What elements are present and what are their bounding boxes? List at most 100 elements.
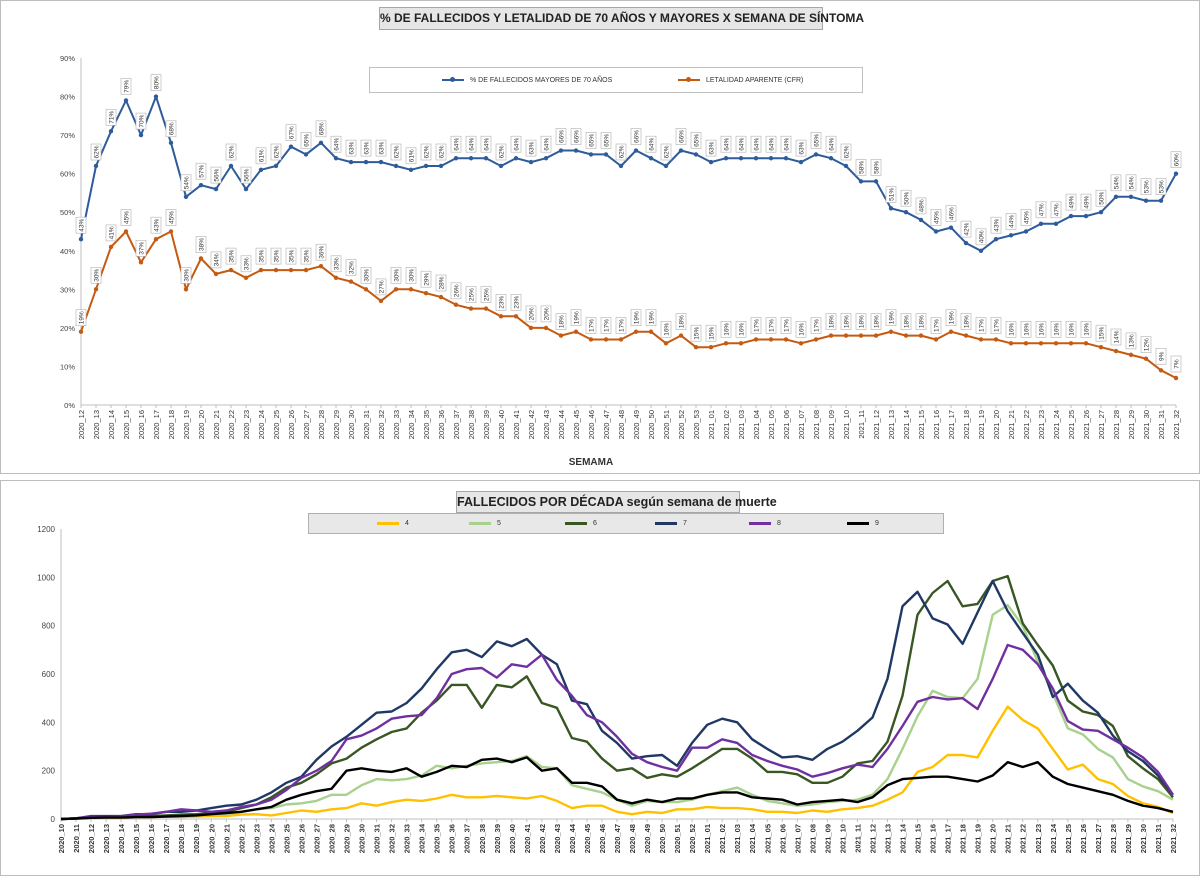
x-tick-label: 2020_26 <box>287 410 296 439</box>
x-tick-label: 2020_12 <box>87 824 96 853</box>
data-label-text: 16% <box>1024 323 1031 336</box>
data-label: 44% <box>1005 213 1017 230</box>
x-tick-label: 2021_10 <box>838 824 847 853</box>
legend-item-5: 5 <box>469 514 501 533</box>
data-label-box <box>345 259 357 276</box>
data-label: 64% <box>720 135 732 153</box>
data-label-box <box>675 128 687 145</box>
data-label-text: 66% <box>634 130 641 143</box>
data-point <box>783 156 789 161</box>
data-point <box>498 163 504 169</box>
data-point <box>933 229 939 234</box>
data-label-box <box>165 209 177 226</box>
data-point <box>978 248 984 253</box>
data-label-box <box>765 317 777 334</box>
data-label: 25% <box>465 286 477 303</box>
data-label-box <box>510 293 522 311</box>
legend-label: 9 <box>875 520 879 527</box>
data-label-text: 70% <box>139 114 146 127</box>
x-tick-label: 2020_16 <box>147 824 156 853</box>
x-tick-label: 2020_20 <box>207 824 216 853</box>
legend-swatch-lightgreen <box>469 522 491 525</box>
data-label-text: 53% <box>1159 180 1166 193</box>
x-tick-label: 2021_28 <box>1109 824 1118 853</box>
data-point <box>378 159 384 165</box>
data-label-box <box>420 270 432 288</box>
data-label: 65% <box>585 132 597 149</box>
data-label-text: 32% <box>349 261 356 274</box>
data-label-box <box>240 255 252 273</box>
data-label-text: 30% <box>184 269 191 282</box>
data-label: 45% <box>1020 209 1032 226</box>
data-point <box>213 186 219 192</box>
x-tick-label: 2020_45 <box>583 824 592 853</box>
x-tick-label: 2020_33 <box>392 410 401 439</box>
data-label-box <box>315 120 327 138</box>
x-tick-label: 2021_09 <box>827 410 836 439</box>
data-label-text: 62% <box>424 145 431 158</box>
data-point <box>138 132 144 138</box>
data-label-text: 18% <box>919 315 926 328</box>
x-tick-label: 2020_52 <box>688 824 697 853</box>
data-point <box>318 264 324 269</box>
x-tick-label: 2020_22 <box>227 410 236 439</box>
data-label-text: 62% <box>844 145 851 158</box>
x-tick-label: 2021_17 <box>944 824 953 853</box>
data-label: 66% <box>570 128 582 145</box>
data-label-box <box>315 243 327 261</box>
data-label-box <box>240 166 252 184</box>
data-label-box <box>360 266 372 284</box>
data-label: 63% <box>375 139 387 157</box>
x-tick-label: 2020_52 <box>677 410 686 439</box>
data-label: 35% <box>270 247 282 265</box>
data-label-box <box>645 135 657 153</box>
data-point <box>1158 368 1164 373</box>
data-point <box>228 267 234 273</box>
data-label: 18% <box>900 313 912 330</box>
data-label-box <box>360 139 372 157</box>
data-label-box <box>570 128 582 145</box>
data-label: 16% <box>1020 320 1032 338</box>
data-label-text: 17% <box>979 319 986 332</box>
legend-item-8: 8 <box>749 514 781 533</box>
data-label-text: 33% <box>244 257 251 270</box>
data-label-box <box>525 139 537 157</box>
data-label: 63% <box>360 139 372 157</box>
data-label-box <box>570 309 582 327</box>
data-label-box <box>135 112 147 130</box>
data-label-text: 19% <box>79 311 86 324</box>
y-tick-label: 60% <box>60 170 75 179</box>
data-point <box>288 144 294 149</box>
x-tick-label: 2021_02 <box>722 410 731 439</box>
y-tick-label: 90% <box>60 54 75 63</box>
data-label-box <box>795 320 807 338</box>
x-tick-label: 2020_12 <box>77 410 86 439</box>
data-label-box <box>255 147 267 165</box>
data-point <box>1128 352 1134 358</box>
data-label: 29% <box>420 270 432 288</box>
data-label: 25% <box>480 286 492 303</box>
data-label-box <box>630 309 642 327</box>
data-label-box <box>945 309 957 327</box>
x-tick-label: 2020_51 <box>662 410 671 439</box>
x-tick-label: 2020_46 <box>598 824 607 853</box>
data-label-text: 63% <box>364 141 371 154</box>
data-label-box <box>1125 174 1137 192</box>
x-tick-label: 2020_18 <box>177 824 186 853</box>
data-point <box>858 179 864 184</box>
data-label: 65% <box>300 132 312 149</box>
x-tick-label: 2020_50 <box>647 410 656 439</box>
data-label-text: 42% <box>964 222 971 235</box>
data-label: 58% <box>870 159 882 176</box>
data-label: 14% <box>1110 328 1122 346</box>
x-tick-label: 2020_37 <box>463 824 472 853</box>
data-label-text: 18% <box>559 315 566 328</box>
data-label: 63% <box>525 139 537 157</box>
data-point <box>138 260 144 265</box>
data-point <box>918 333 924 338</box>
x-tick-label: 2020_10 <box>57 824 66 853</box>
data-label-box <box>495 143 507 161</box>
data-point <box>1113 348 1119 354</box>
data-label-text: 17% <box>604 319 611 332</box>
x-tick-label: 2020_34 <box>407 410 416 439</box>
